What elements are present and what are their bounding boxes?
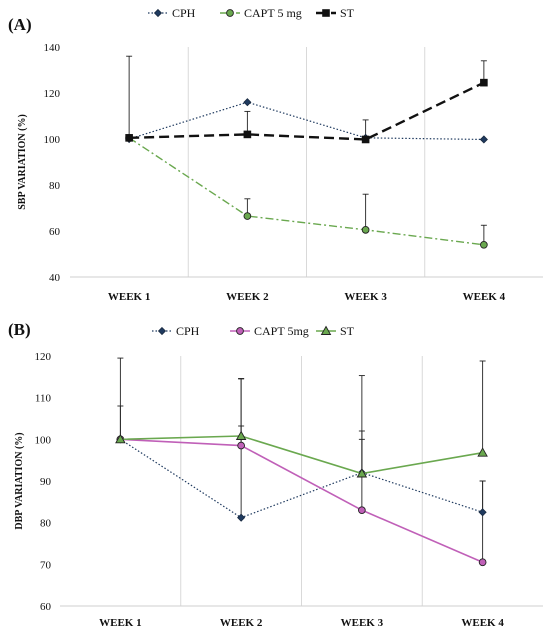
legend-marker bbox=[320, 325, 332, 335]
y-tick-label: 120 bbox=[44, 88, 61, 100]
legend-marker bbox=[322, 9, 330, 17]
x-tick-label-week-1: WEEK 1 bbox=[99, 617, 141, 629]
x-tick-label-week-3: WEEK 3 bbox=[344, 291, 387, 303]
data-point-st bbox=[480, 78, 488, 87]
legend-entry-st: ST bbox=[316, 324, 355, 338]
y-tick-label: 80 bbox=[49, 180, 61, 192]
x-tick-label-week-2: WEEK 2 bbox=[226, 291, 269, 303]
y-tick-label: 60 bbox=[40, 601, 52, 613]
legend-entry-cph: CPH bbox=[148, 6, 196, 20]
legend-label: CAPT 5mg bbox=[254, 324, 309, 338]
x-tick-label-week-4: WEEK 4 bbox=[461, 617, 504, 629]
series-line-st bbox=[120, 435, 483, 475]
series-line-st bbox=[129, 81, 485, 141]
data-point-capt-5mg bbox=[478, 558, 487, 567]
chart-panel-b: (B) 60 70 80 90 100 110 120 DBP VARIATION (%) WEE… bbox=[8, 320, 543, 629]
legend-label: CAPT 5 mg bbox=[244, 6, 302, 20]
data-point-cph bbox=[237, 513, 246, 522]
x-tick-label-week-1: WEEK 1 bbox=[108, 291, 150, 303]
data-point-st bbox=[115, 433, 126, 444]
data-point-capt-5-mg bbox=[243, 212, 252, 220]
data-point-capt-5mg bbox=[358, 506, 366, 515]
y-tick-label: 60 bbox=[49, 226, 61, 238]
y-tick-label: 90 bbox=[40, 476, 52, 488]
legend-label: CPH bbox=[172, 6, 196, 20]
data-point-st bbox=[361, 135, 370, 144]
legend-label: ST bbox=[340, 6, 355, 20]
legend-label: ST bbox=[340, 324, 355, 338]
legend-entry-capt-5mg: CAPT 5mg bbox=[230, 324, 309, 338]
series-line-cph bbox=[128, 101, 484, 141]
data-point-capt-5mg bbox=[237, 441, 245, 450]
data-point-capt-5-mg bbox=[480, 240, 488, 249]
legend-marker bbox=[153, 8, 163, 18]
data-point-capt-5-mg bbox=[361, 226, 370, 234]
data-point-st bbox=[125, 134, 133, 142]
data-point-st bbox=[243, 130, 252, 139]
legend-entry-cph: CPH bbox=[152, 324, 200, 338]
y-tick-label: 120 bbox=[35, 351, 52, 363]
legend-marker bbox=[236, 327, 244, 335]
data-point-cph bbox=[478, 508, 487, 517]
y-tick-label: 40 bbox=[49, 272, 61, 284]
y-tick-label: 100 bbox=[44, 134, 61, 146]
series-line-cph bbox=[120, 438, 483, 519]
legend-entry-capt-5-mg: CAPT 5 mg bbox=[220, 6, 302, 20]
y-tick-label: 80 bbox=[40, 518, 52, 530]
data-point-cph bbox=[479, 135, 488, 144]
chart-panel-a: (A) 40 60 80 100 120 140 SBP VARIATION (%) WEEK … bbox=[8, 6, 543, 303]
legend-label: CPH bbox=[176, 324, 200, 338]
x-tick-label-week-2: WEEK 2 bbox=[220, 617, 263, 629]
y-tick-label: 70 bbox=[40, 559, 52, 571]
y-tick-label: 100 bbox=[35, 434, 52, 446]
data-point-st bbox=[477, 447, 488, 457]
panel-label: (B) bbox=[8, 320, 31, 339]
data-point-st bbox=[235, 430, 247, 440]
y-tick-label: 140 bbox=[44, 42, 61, 54]
x-tick-label-week-3: WEEK 3 bbox=[341, 617, 384, 629]
y-tick-label: 110 bbox=[35, 393, 52, 405]
legend-marker bbox=[226, 9, 234, 17]
series-line-capt-5-mg bbox=[128, 137, 484, 246]
x-tick-label-week-4: WEEK 4 bbox=[463, 291, 506, 303]
data-point-cph bbox=[243, 98, 252, 107]
legend-entry-st: ST bbox=[316, 6, 355, 20]
legend-marker bbox=[157, 326, 167, 336]
data-point-st bbox=[356, 468, 368, 478]
series-line-capt-5mg bbox=[120, 438, 483, 563]
y-axis-title: DBP VARIATION (%) bbox=[14, 432, 25, 529]
y-axis-title: SBP VARIATION (%) bbox=[17, 114, 28, 210]
panel-label: (A) bbox=[8, 15, 32, 34]
